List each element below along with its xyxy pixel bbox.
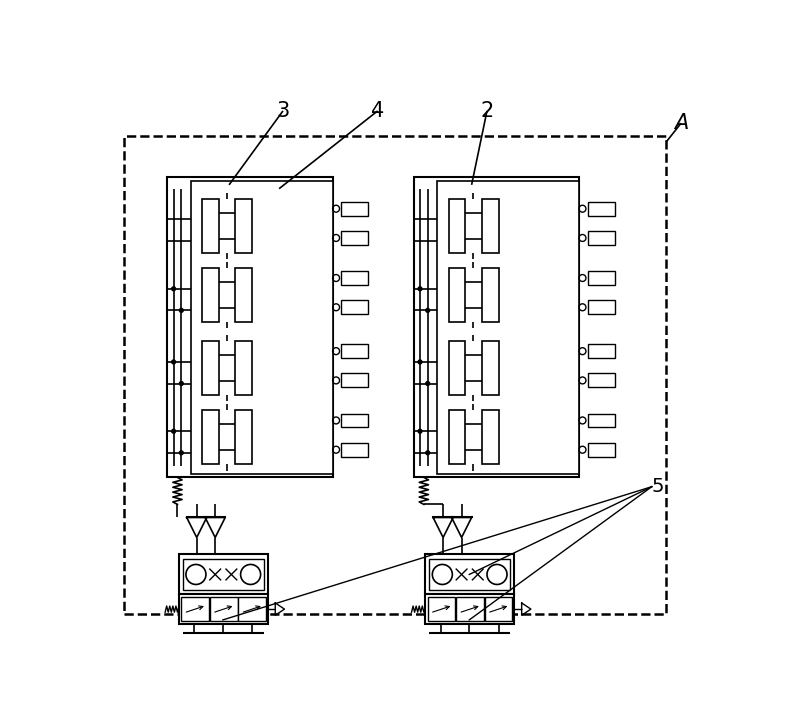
Bar xyxy=(202,341,219,395)
Text: 5: 5 xyxy=(652,477,664,496)
Bar xyxy=(414,177,579,477)
Circle shape xyxy=(426,382,430,385)
Circle shape xyxy=(172,360,175,364)
Bar xyxy=(437,181,579,474)
Bar xyxy=(588,271,615,285)
Circle shape xyxy=(172,429,175,433)
Bar xyxy=(449,341,466,395)
Bar xyxy=(235,341,252,395)
Bar xyxy=(482,411,498,464)
Bar xyxy=(482,341,498,395)
Bar xyxy=(430,559,510,590)
Bar xyxy=(342,231,369,245)
Bar xyxy=(202,198,219,252)
Bar xyxy=(449,411,466,464)
Bar xyxy=(342,344,369,358)
Circle shape xyxy=(179,451,183,454)
Bar xyxy=(342,202,369,216)
Bar xyxy=(588,344,615,358)
Bar xyxy=(179,554,267,595)
Text: 4: 4 xyxy=(371,101,384,121)
Bar xyxy=(428,597,455,621)
Text: 3: 3 xyxy=(276,101,290,121)
Bar xyxy=(588,301,615,314)
Bar xyxy=(235,268,252,322)
Bar xyxy=(342,413,369,427)
Bar xyxy=(588,202,615,216)
Bar xyxy=(123,137,666,614)
Bar xyxy=(190,181,333,474)
Text: 2: 2 xyxy=(480,101,494,121)
Bar xyxy=(342,271,369,285)
Circle shape xyxy=(426,308,430,312)
Bar xyxy=(588,413,615,427)
Bar xyxy=(449,198,466,252)
Circle shape xyxy=(418,287,422,290)
Circle shape xyxy=(426,451,430,454)
Text: A: A xyxy=(674,113,688,133)
Bar xyxy=(485,597,513,621)
Bar xyxy=(482,198,498,252)
Bar xyxy=(342,301,369,314)
Bar xyxy=(202,268,219,322)
Bar xyxy=(342,373,369,388)
Bar xyxy=(482,268,498,322)
Bar xyxy=(202,411,219,464)
Bar xyxy=(449,268,466,322)
Bar xyxy=(167,177,333,477)
Circle shape xyxy=(179,382,183,385)
Bar xyxy=(426,554,514,595)
Bar xyxy=(235,198,252,252)
Bar xyxy=(210,597,238,621)
Bar xyxy=(588,231,615,245)
Bar xyxy=(588,373,615,388)
Bar xyxy=(183,559,264,590)
Circle shape xyxy=(172,287,175,290)
Bar xyxy=(456,597,484,621)
Bar xyxy=(588,443,615,457)
Bar xyxy=(342,443,369,457)
Bar xyxy=(182,597,209,621)
Bar xyxy=(179,595,267,624)
Circle shape xyxy=(179,308,183,312)
Circle shape xyxy=(418,360,422,364)
Circle shape xyxy=(418,429,422,433)
Bar xyxy=(238,597,266,621)
Bar xyxy=(426,595,514,624)
Bar xyxy=(235,411,252,464)
